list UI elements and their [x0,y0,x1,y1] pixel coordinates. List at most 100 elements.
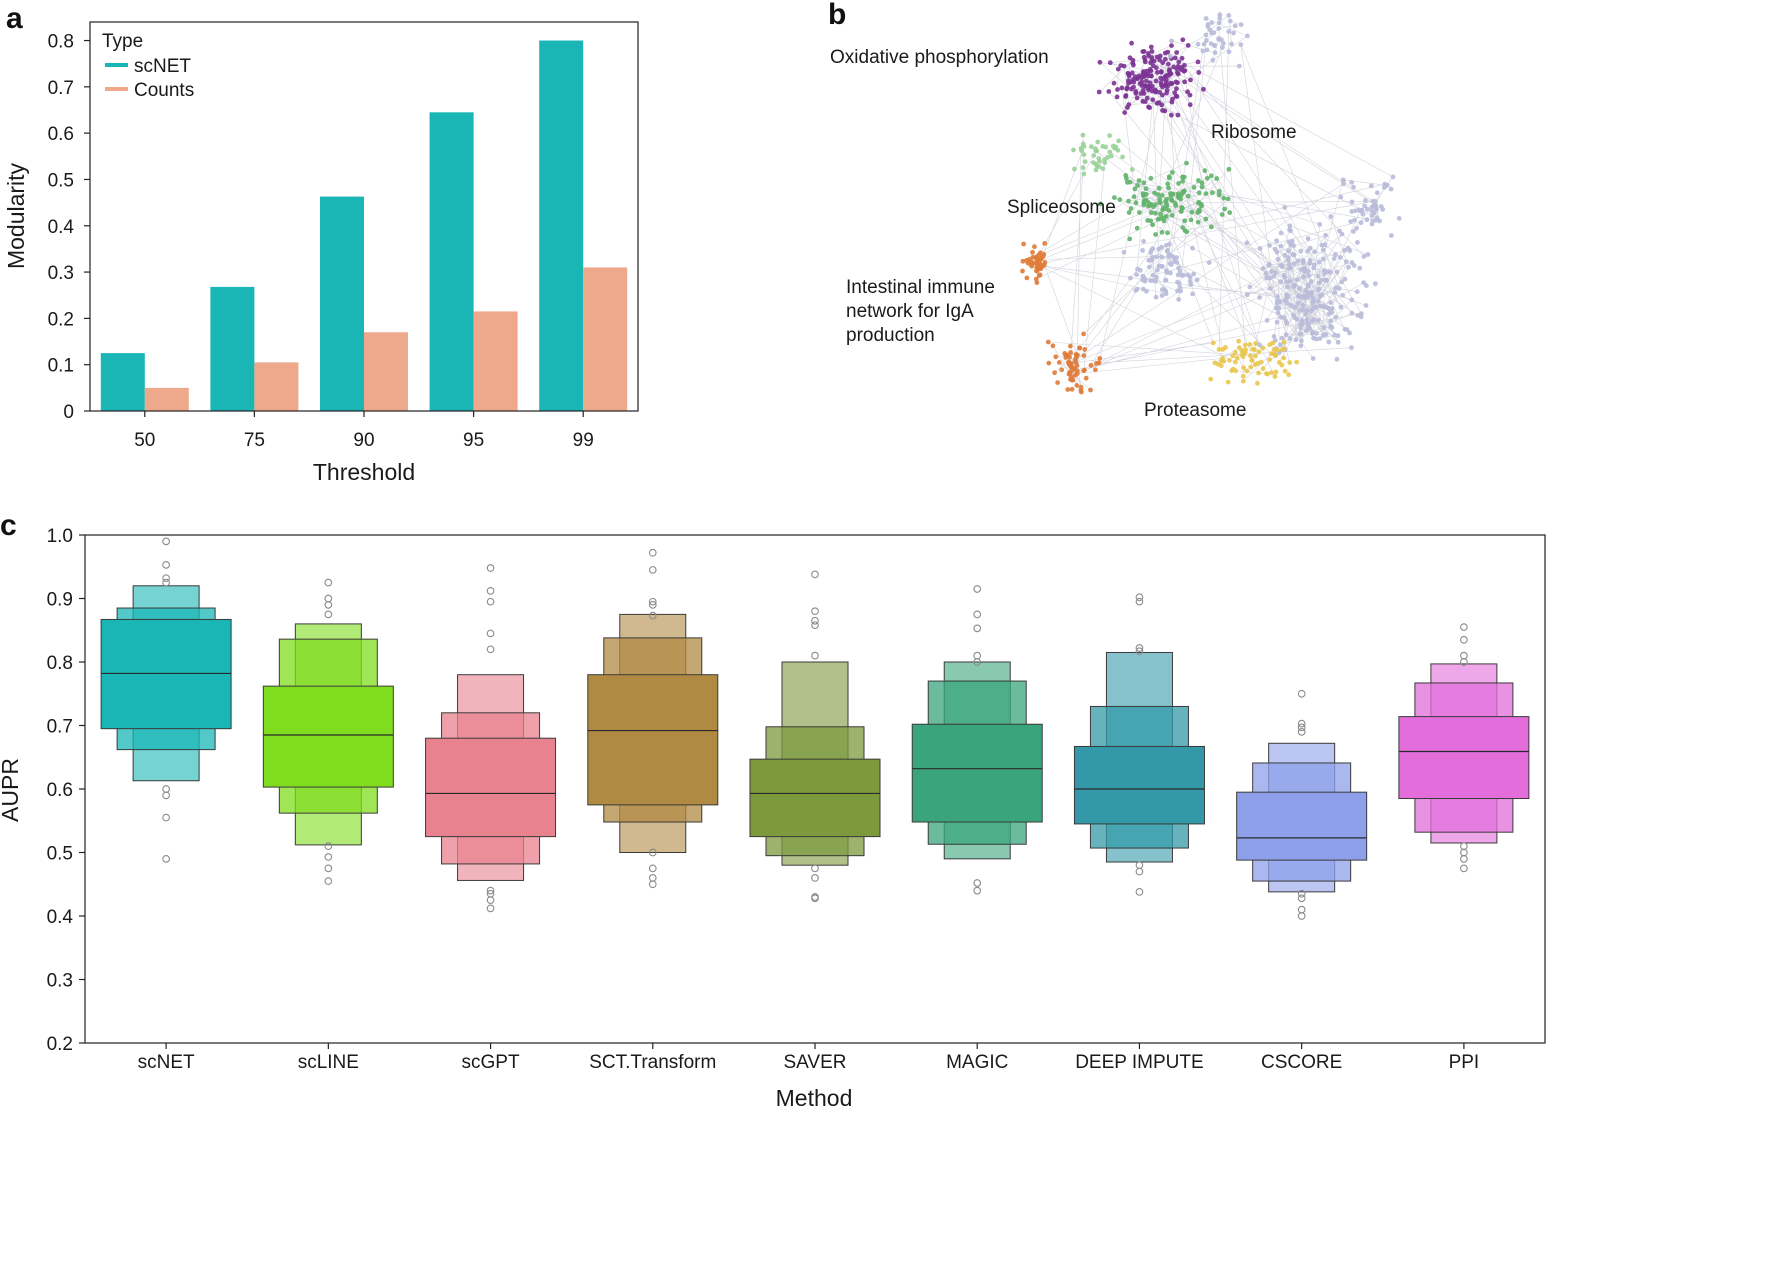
modularity-bar-chart: 0 0.1 0.2 0.3 0.4 0.5 0.6 0.7 0.8 50 75 90 95 99 Thr… [3,21,639,485]
network-node [1230,366,1236,372]
network-node [1227,210,1233,216]
network-node [1241,365,1246,371]
network-node [1180,189,1186,195]
network-node [1128,275,1133,281]
network-node [1339,279,1345,285]
network-node [1135,286,1140,292]
network-node [1135,76,1140,82]
network-node [1045,339,1051,345]
network-node [1279,335,1285,341]
x-tick-label: 95 [463,430,484,451]
network-node [1267,357,1272,362]
label-spliceosome: Spliceosome [1007,197,1116,218]
network-node [1147,105,1152,111]
network-node [1357,208,1363,213]
outlier-point [1297,727,1306,736]
network-node [1310,356,1316,361]
network-node [1138,91,1144,96]
network-node [1249,358,1255,363]
network-node [1240,378,1246,384]
network-node [1363,283,1369,288]
network-node [1209,20,1215,26]
network-node [1304,308,1310,313]
network-node [1172,259,1177,264]
network-node [1196,190,1202,196]
network-node [1358,220,1364,226]
outlier-point [1135,644,1144,652]
network-node [1095,139,1101,145]
network-node [1093,167,1099,173]
boxen-level-1 [425,737,557,838]
network-node [1349,199,1355,205]
network-node [1137,267,1143,273]
x-tick-label: scLINE [298,1052,359,1073]
network-node [1282,368,1288,374]
y-tick-label: 0 [63,402,74,423]
x-tick-label: 75 [244,430,265,451]
network-node [1166,175,1172,181]
network-node [1134,225,1140,231]
network-node [1173,79,1179,85]
outlier-point [1460,658,1468,666]
network-node [1390,174,1396,180]
network-node [1372,199,1378,204]
network-node [1334,356,1340,362]
network-node [1260,366,1266,371]
outlier-point [324,578,333,587]
network-node [1227,18,1233,24]
network-node [1103,144,1109,150]
network-node [1285,248,1291,254]
network-node [1140,248,1145,253]
network-node [1177,285,1183,290]
network-node [1333,314,1339,320]
x-tick-label: 90 [353,430,374,451]
network-node [1204,175,1210,181]
label-proteasome: Proteasome [1144,400,1246,421]
outlier-point [486,886,495,895]
network-node [1297,331,1303,337]
network-node [1080,165,1086,171]
network-node [1144,95,1150,101]
network-node [1131,62,1136,68]
network-node [1115,66,1121,72]
network-node [1172,55,1178,61]
network-node [1083,375,1089,381]
network-node [1153,210,1158,216]
outlier-point [1135,597,1144,606]
x-tick-label: 99 [573,430,594,451]
network-node [1275,310,1281,316]
network-node [1314,330,1319,336]
network-node [1160,108,1165,113]
network-node [1316,259,1322,265]
network-node [1124,179,1130,185]
network-node [1306,273,1312,278]
network-node [1210,57,1216,63]
network-node [1349,310,1355,316]
x-tick-label: 50 [134,430,155,451]
network-node [1267,275,1273,281]
network-node [1020,268,1025,274]
network-node [1374,190,1380,196]
network-node [1195,219,1201,225]
network-node [1036,252,1042,257]
network-node [1088,387,1093,393]
network-node [1070,377,1075,383]
outlier-point [324,877,333,885]
network-node [1107,133,1112,139]
network-node [1034,268,1040,273]
legend-title: Type [102,31,143,52]
outlier-point [648,848,657,857]
y-tick-label: 0.6 [48,124,74,145]
network-node [1144,78,1149,84]
network-node [1173,94,1179,99]
network-node [1145,73,1151,79]
network-node [1195,59,1201,65]
network-node [1199,180,1205,186]
network-node [1123,94,1128,99]
network-node [1203,32,1209,38]
network-node [1180,174,1185,180]
network-node [1339,231,1345,237]
network-node [1140,98,1146,104]
network-node [1182,79,1187,85]
network-node [1112,195,1117,201]
